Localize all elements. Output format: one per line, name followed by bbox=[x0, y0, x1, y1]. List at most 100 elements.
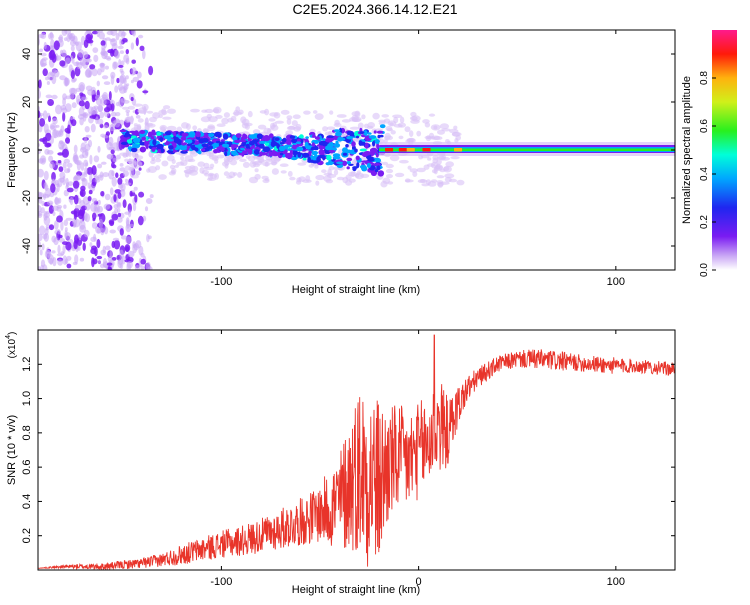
spectrogram-cell bbox=[297, 151, 302, 158]
spectrogram-cell bbox=[47, 71, 55, 81]
spectrogram-cell bbox=[93, 54, 99, 63]
spectrogram-halo-cell bbox=[436, 163, 441, 170]
spectrogram-cell bbox=[67, 167, 71, 173]
spectrogram-halo-cell bbox=[426, 163, 436, 167]
spectrogram-cell bbox=[90, 123, 96, 133]
spectrogram-halo-cell bbox=[333, 169, 339, 176]
spectrogram-halo-cell bbox=[176, 161, 185, 166]
spectrogram-halo-cell bbox=[351, 111, 360, 117]
y-tick-label: 0.8 bbox=[21, 425, 33, 440]
spectrogram-cell bbox=[92, 212, 97, 220]
spectrogram-cell bbox=[152, 139, 157, 146]
spectrogram-halo-cell bbox=[187, 158, 196, 163]
spectrogram-halo-cell bbox=[345, 179, 353, 186]
spectrogram-cell bbox=[81, 113, 88, 117]
spectrogram-halo-cell bbox=[454, 138, 459, 144]
spectrogram-cell bbox=[89, 242, 93, 248]
spectrogram-cell bbox=[97, 199, 101, 206]
spectrogram-cell bbox=[38, 79, 42, 89]
spectrogram-cell bbox=[38, 192, 44, 199]
spectrogram-halo-cell bbox=[336, 114, 347, 118]
spectrogram-cell bbox=[70, 87, 78, 95]
spectrogram-halo-cell bbox=[292, 114, 301, 119]
spectrogram-cell bbox=[76, 175, 81, 181]
spectrogram-cell bbox=[117, 177, 123, 186]
spectrogram-halo-cell bbox=[326, 126, 336, 130]
spectrogram-cell bbox=[38, 110, 41, 119]
spectrogram-cell bbox=[359, 131, 365, 134]
spectrogram-cell bbox=[131, 30, 136, 36]
spectrogram-halo-cell bbox=[215, 114, 223, 119]
spectrogram-cell bbox=[119, 249, 124, 260]
spectrogram-cell bbox=[75, 160, 82, 166]
spectrogram-cell bbox=[38, 225, 46, 236]
spectrogram-halo-cell bbox=[404, 126, 411, 133]
spectrogram-cell bbox=[49, 31, 54, 39]
colorbar-tick-label: 0.0 bbox=[699, 263, 710, 277]
spectrogram-cell bbox=[138, 167, 142, 171]
spectrogram-cell bbox=[144, 140, 148, 147]
spectrogram-cell bbox=[130, 42, 135, 50]
spectrogram-cell bbox=[296, 141, 301, 144]
spectrogram-cell bbox=[376, 142, 380, 150]
spectrogram-halo-cell bbox=[136, 125, 141, 130]
spectrogram-cell bbox=[112, 164, 117, 169]
spectrogram-halo-cell bbox=[392, 114, 403, 119]
spectrogram-halo-cell bbox=[312, 110, 318, 114]
y-tick-label: 1.2 bbox=[21, 357, 33, 372]
spectrogram-halo-cell bbox=[275, 120, 284, 124]
spectrogram-cell bbox=[66, 263, 72, 269]
spectrogram-halo-cell bbox=[125, 116, 132, 121]
spectrogram-cell bbox=[70, 70, 75, 79]
spectrogram-halo-cell bbox=[399, 159, 409, 164]
spectrogram-cell bbox=[271, 151, 279, 157]
spectrogram-cell bbox=[123, 138, 127, 142]
spectrogram-halo-cell bbox=[325, 179, 334, 184]
spectrogram-cell bbox=[107, 49, 114, 54]
spectrogram-halo-cell bbox=[404, 178, 411, 183]
spectrogram-cell bbox=[307, 156, 312, 163]
spectrogram-cell bbox=[351, 141, 356, 147]
spectrogram-halo-cell bbox=[149, 116, 157, 123]
spectrogram-halo-cell bbox=[381, 114, 390, 118]
spectrogram-cell bbox=[165, 131, 172, 136]
spectrogram-halo-cell bbox=[314, 113, 324, 120]
spectrogram-halo-cell bbox=[207, 124, 215, 129]
spectrogram-cell bbox=[208, 145, 213, 150]
spectrogram-halo-cell bbox=[269, 112, 279, 117]
tone-band-core bbox=[379, 148, 675, 151]
spectrogram-cell bbox=[167, 138, 174, 142]
spectrogram-cell bbox=[81, 177, 87, 182]
spectrogram-cell bbox=[103, 81, 111, 85]
spectrogram-cell bbox=[100, 191, 105, 197]
spectrogram-halo-cell bbox=[162, 116, 172, 120]
spectrogram-cell bbox=[220, 139, 225, 143]
spectrogram-cell bbox=[42, 110, 48, 120]
spectrogram-halo-cell bbox=[158, 109, 168, 116]
spectrogram-halo-cell bbox=[268, 118, 276, 122]
spectrogram-halo-cell bbox=[233, 172, 238, 176]
spectrogram-cell bbox=[93, 203, 101, 214]
spectrogram-cell bbox=[104, 65, 109, 70]
spectrogram-halo-cell bbox=[431, 169, 437, 174]
spectrogram-halo-cell bbox=[398, 135, 404, 140]
spectrogram-cell bbox=[111, 213, 119, 221]
spectrogram-cell bbox=[123, 84, 129, 91]
spectrogram-cell bbox=[96, 238, 101, 249]
spectrogram-halo-cell bbox=[239, 158, 247, 162]
spectrogram-cell bbox=[317, 154, 326, 159]
spectrogram-halo-cell bbox=[334, 119, 340, 126]
spectrogram-halo-cell bbox=[180, 156, 185, 161]
spectrogram-halo-cell bbox=[213, 106, 222, 114]
spectrogram-cell bbox=[194, 147, 199, 152]
spectrogram-cell bbox=[118, 64, 124, 68]
spectrogram-cell bbox=[134, 130, 139, 136]
spectrogram-cell bbox=[113, 118, 121, 128]
spectrogram-cell bbox=[101, 94, 107, 99]
spectrogram-cell bbox=[91, 197, 98, 203]
spectrogram-cell bbox=[181, 132, 189, 137]
spectrogram-cell bbox=[101, 45, 106, 51]
spectrogram-cell bbox=[59, 60, 66, 67]
spectrogram-halo-cell bbox=[411, 115, 421, 122]
